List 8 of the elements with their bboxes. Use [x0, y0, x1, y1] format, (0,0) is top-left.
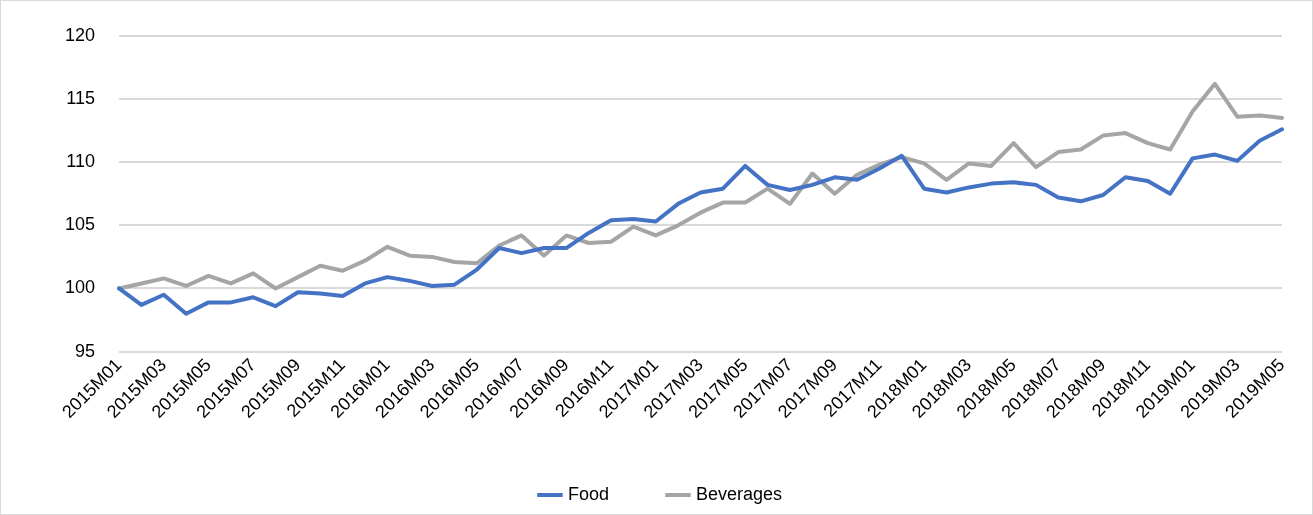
- legend-label: Beverages: [695, 483, 783, 504]
- legend-label: Food: [567, 483, 609, 504]
- y-tick-label: 120: [64, 24, 96, 45]
- y-tick-label: 105: [64, 214, 96, 235]
- y-tick-label: 115: [66, 87, 96, 108]
- y-tick-label: 110: [66, 151, 96, 172]
- y-tick-label: 100: [64, 277, 96, 298]
- y-tick-label: 95: [75, 340, 96, 361]
